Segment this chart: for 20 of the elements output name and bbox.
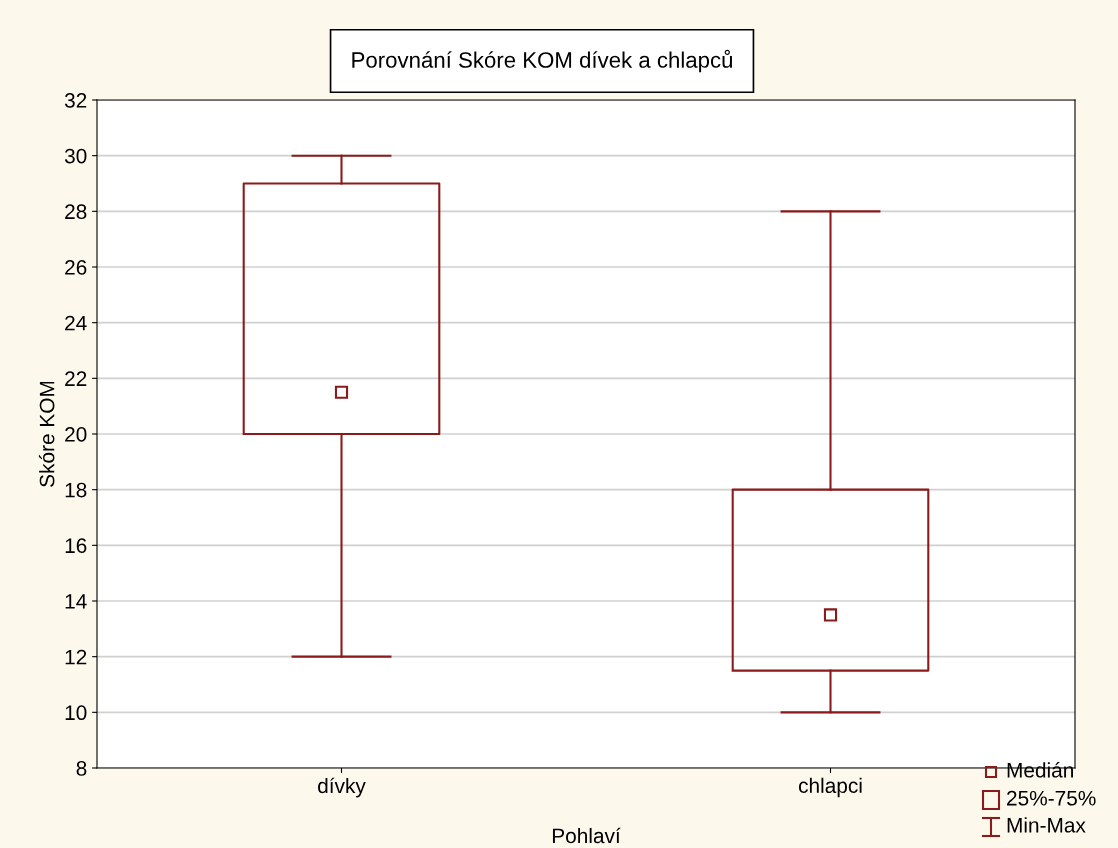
y-tick-label: 10	[65, 705, 87, 721]
chart-title: Porovnání Skóre KOM dívek a chlapců	[352, 49, 732, 73]
y-tick-label: 12	[65, 649, 87, 665]
y-tick-label: 24	[65, 315, 87, 331]
text: 25%-75%	[1007, 790, 1096, 806]
x-tick-label: chlapci	[798, 777, 862, 798]
x-axis-title: Pohlaví	[552, 827, 621, 844]
y-tick-label: 26	[65, 260, 87, 275]
y-tick-label: 8	[76, 761, 87, 776]
y-tick-label: 28	[65, 204, 87, 220]
y-tick-label: 20	[65, 427, 87, 442]
y-tick-label: 18	[65, 482, 87, 498]
y-tick-label: 22	[65, 371, 87, 386]
x-tick-label: dívky	[318, 777, 366, 798]
y-axis-title: Skóre KOM	[38, 381, 55, 487]
text: Min-Max	[1007, 817, 1086, 833]
y-tick-label: 32	[64, 93, 87, 108]
y-tick-label: 16	[65, 538, 87, 554]
y-tick-label: 30	[64, 148, 87, 164]
y-tick-label: 14	[65, 594, 87, 609]
